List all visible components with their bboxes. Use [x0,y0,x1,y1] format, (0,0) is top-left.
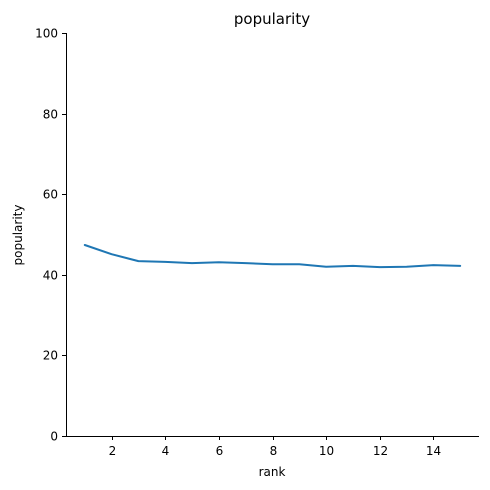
y-tick-label: 60 [43,188,58,202]
y-axis-label: popularity [11,205,25,266]
y-tick-label: 40 [43,269,58,283]
x-tick-label: 2 [109,444,117,458]
series-line [83,244,462,269]
x-axis-label: rank [259,465,286,479]
x-tick-label: 6 [216,444,224,458]
x-tick-label: 4 [162,444,170,458]
x-tick-label: 12 [373,444,388,458]
y-tick-label: 0 [50,430,58,444]
y-tick-label: 100 [35,27,58,41]
chart-title: popularity [234,10,310,28]
y-tick-label: 80 [43,108,58,122]
series-group [83,244,462,269]
x-tick-label: 10 [319,444,334,458]
axis-ticks: 0 20 40 60 80 100 2 4 6 8 10 12 14 [35,27,441,459]
x-tick-label: 8 [270,444,278,458]
x-tick-label: 14 [426,444,441,458]
y-tick-label: 20 [43,349,58,363]
